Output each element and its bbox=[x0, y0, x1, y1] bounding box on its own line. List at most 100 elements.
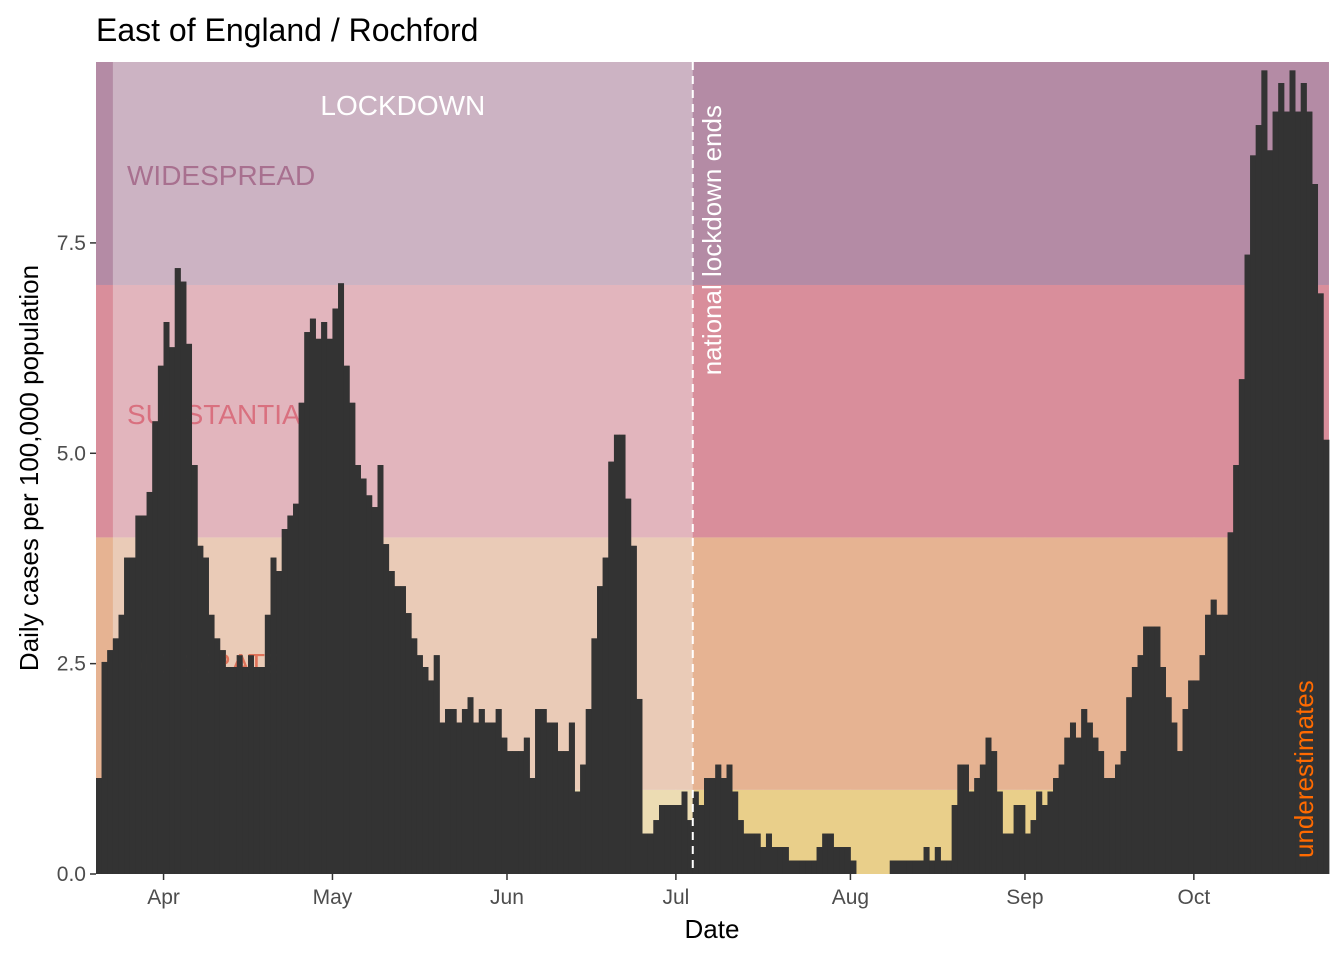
bar bbox=[107, 650, 114, 874]
bar bbox=[642, 833, 649, 874]
bar bbox=[354, 465, 361, 874]
bar bbox=[529, 778, 536, 874]
bar bbox=[923, 847, 930, 874]
x-tick-label: Jul bbox=[662, 886, 689, 909]
bar bbox=[146, 491, 153, 874]
bar bbox=[698, 805, 705, 874]
bar bbox=[416, 655, 423, 874]
bar bbox=[456, 722, 463, 874]
x-tick-label: Apr bbox=[147, 886, 180, 909]
x-axis: Apr May Jun Jul Aug Sep Oct bbox=[147, 874, 1210, 909]
bar bbox=[1154, 626, 1161, 874]
bar bbox=[1171, 722, 1178, 874]
bar bbox=[1075, 737, 1082, 874]
x-tick-label: Sep bbox=[1006, 886, 1043, 909]
bar bbox=[591, 638, 598, 874]
bar bbox=[664, 805, 671, 874]
bar bbox=[749, 833, 756, 874]
bar bbox=[1148, 626, 1155, 874]
bar bbox=[580, 764, 587, 874]
bar bbox=[512, 751, 519, 874]
bar bbox=[315, 338, 322, 875]
bar bbox=[118, 614, 125, 874]
level-band-labels: WIDESPREADSUBSTANTIALMODERATE bbox=[96, 70, 1330, 875]
bar bbox=[1058, 764, 1065, 874]
bar bbox=[647, 833, 654, 874]
bar bbox=[963, 764, 969, 874]
bar bbox=[552, 722, 558, 874]
bar bbox=[1036, 791, 1043, 874]
bar bbox=[568, 722, 575, 874]
bar bbox=[338, 283, 345, 875]
bar bbox=[1098, 751, 1105, 874]
bar bbox=[1222, 614, 1228, 874]
bar bbox=[675, 805, 682, 874]
bar bbox=[816, 847, 823, 874]
bar bbox=[523, 737, 530, 874]
bar bbox=[726, 764, 733, 874]
bar bbox=[1069, 722, 1076, 874]
bar bbox=[506, 751, 513, 874]
bar bbox=[1255, 125, 1262, 874]
bar bbox=[388, 571, 395, 874]
bar bbox=[979, 764, 986, 874]
bar bbox=[1244, 254, 1251, 874]
bar bbox=[895, 860, 902, 874]
bar bbox=[1176, 751, 1183, 874]
bar bbox=[844, 847, 851, 874]
bar bbox=[833, 847, 840, 874]
bar bbox=[574, 791, 581, 874]
bar bbox=[208, 614, 215, 874]
bar bbox=[1300, 83, 1307, 875]
bar bbox=[613, 434, 620, 874]
bar bbox=[242, 667, 249, 874]
bar bbox=[1019, 805, 1026, 874]
bar bbox=[1120, 751, 1127, 874]
bar bbox=[377, 465, 384, 874]
bar bbox=[1182, 709, 1189, 874]
bar bbox=[991, 751, 998, 874]
bar bbox=[287, 515, 294, 874]
bar bbox=[827, 833, 834, 874]
x-tick-label: May bbox=[313, 886, 353, 909]
bar bbox=[141, 515, 147, 874]
bar bbox=[169, 347, 176, 874]
bar bbox=[394, 586, 401, 874]
y-tick-label: 0.0 bbox=[57, 863, 86, 886]
bar bbox=[484, 722, 491, 874]
bar bbox=[360, 478, 367, 874]
bar bbox=[1312, 184, 1319, 874]
bar bbox=[709, 778, 716, 874]
bar bbox=[777, 847, 784, 874]
bar bbox=[400, 586, 406, 874]
bar bbox=[96, 778, 102, 874]
bar bbox=[799, 860, 806, 874]
bar bbox=[1109, 778, 1116, 874]
bar bbox=[1064, 737, 1071, 874]
bar bbox=[501, 737, 508, 874]
bar bbox=[180, 281, 187, 874]
bar bbox=[1238, 379, 1245, 874]
bar bbox=[1143, 626, 1150, 874]
bar bbox=[602, 557, 609, 874]
bar bbox=[839, 847, 846, 874]
bar bbox=[557, 751, 564, 874]
bar bbox=[957, 764, 964, 874]
bar bbox=[563, 751, 570, 874]
bar bbox=[670, 805, 677, 874]
x-axis-title: Date bbox=[685, 914, 740, 944]
bar bbox=[737, 820, 744, 874]
y-axis-title: Daily cases per 100,000 population bbox=[14, 265, 44, 671]
bar bbox=[1289, 70, 1296, 875]
bar bbox=[1024, 833, 1031, 874]
bar bbox=[152, 421, 159, 874]
bar bbox=[788, 860, 795, 874]
bar bbox=[901, 860, 908, 874]
bar bbox=[371, 507, 378, 874]
bar bbox=[889, 860, 896, 874]
y-tick-label: 2.5 bbox=[57, 653, 86, 676]
bar bbox=[1115, 764, 1121, 874]
bar bbox=[805, 860, 812, 874]
bar bbox=[597, 586, 603, 874]
bar bbox=[383, 544, 390, 874]
